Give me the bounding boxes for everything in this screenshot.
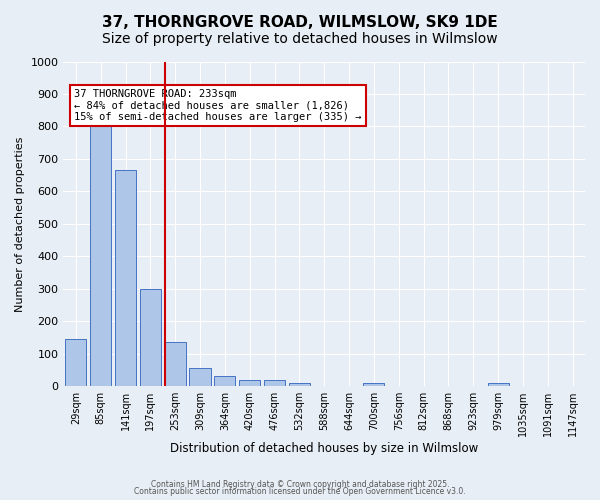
Bar (364, 383, 385, 386)
Y-axis label: Number of detached properties: Number of detached properties (15, 136, 25, 312)
Bar (115, 170, 136, 386)
X-axis label: Distribution of detached houses by size in Wilmslow: Distribution of detached houses by size … (170, 442, 478, 455)
Text: 37 THORNGROVE ROAD: 233sqm
← 84% of detached houses are smaller (1,826)
15% of s: 37 THORNGROVE ROAD: 233sqm ← 84% of deta… (74, 89, 361, 122)
Bar (289, 383, 310, 386)
Text: Contains HM Land Registry data © Crown copyright and database right 2025.: Contains HM Land Registry data © Crown c… (151, 480, 449, 489)
Bar (488, 383, 509, 386)
Bar (214, 376, 235, 386)
Bar (164, 342, 186, 386)
Bar (239, 380, 260, 386)
Bar (65, 339, 86, 386)
Bar (90, 126, 111, 386)
Text: 37, THORNGROVE ROAD, WILMSLOW, SK9 1DE: 37, THORNGROVE ROAD, WILMSLOW, SK9 1DE (102, 15, 498, 30)
Text: Size of property relative to detached houses in Wilmslow: Size of property relative to detached ho… (102, 32, 498, 46)
Bar (264, 380, 285, 386)
Bar (140, 289, 161, 386)
Bar (190, 368, 211, 386)
Text: Contains public sector information licensed under the Open Government Licence v3: Contains public sector information licen… (134, 487, 466, 496)
